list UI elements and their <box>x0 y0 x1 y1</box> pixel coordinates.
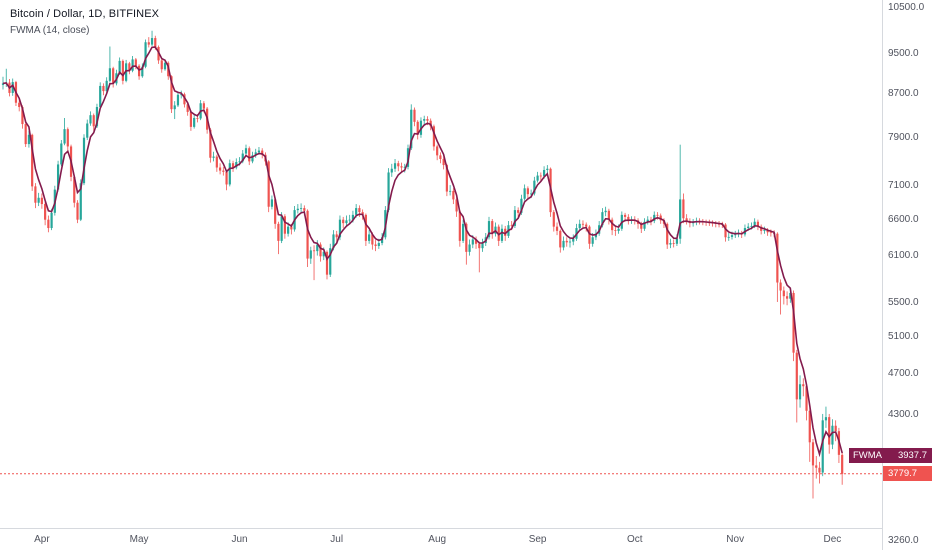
chart-plot-area[interactable] <box>0 0 882 528</box>
price-tick-label: 9500.0 <box>888 47 919 59</box>
price-tick-label: 4700.0 <box>888 368 919 380</box>
time-tick-label: Dec <box>823 534 842 545</box>
price-tick-label: 5100.0 <box>888 331 919 343</box>
time-tick-label: Aug <box>428 534 447 545</box>
price-tick-label: 10500.0 <box>888 2 925 13</box>
time-tick-label: Nov <box>726 534 745 545</box>
last-price-value: 3779.7 <box>888 468 918 480</box>
fwma-label-title: FWMA <box>853 449 883 461</box>
time-tick-label: Oct <box>627 534 643 545</box>
time-axis[interactable]: Apr May Jun Jul Aug Sep Oct Nov Dec <box>0 528 882 550</box>
time-tick-label: Sep <box>528 534 547 545</box>
time-tick-label: Jun <box>231 534 248 545</box>
price-tick-label: 7100.0 <box>888 180 919 192</box>
price-tick-label: 6100.0 <box>888 249 919 261</box>
price-tick-label: 5500.0 <box>888 296 919 308</box>
time-tick-label: May <box>129 534 149 545</box>
price-tick-label: 7900.0 <box>888 131 919 143</box>
price-tick-label: 3260.0 <box>888 535 919 547</box>
last-price-label: 3779.7 <box>883 466 932 482</box>
time-tick-label: Jul <box>330 534 344 545</box>
price-tick-label: 6600.0 <box>888 213 919 225</box>
price-tick-label: 8700.0 <box>888 87 919 99</box>
chart-legend: Bitcoin / Dollar, 1D, BITFINEX FWMA (14,… <box>10 8 159 36</box>
symbol-title[interactable]: Bitcoin / Dollar, 1D, BITFINEX <box>10 8 160 20</box>
fwma-price-label: FWMA 3937.7 <box>849 447 932 463</box>
candlestick-chart[interactable] <box>0 0 882 528</box>
time-tick-label: Apr <box>34 534 50 545</box>
fwma-label-value: 3937.7 <box>897 449 927 461</box>
price-tick-label: 4300.0 <box>888 409 919 420</box>
indicator-legend[interactable]: FWMA (14, close) <box>10 25 90 36</box>
